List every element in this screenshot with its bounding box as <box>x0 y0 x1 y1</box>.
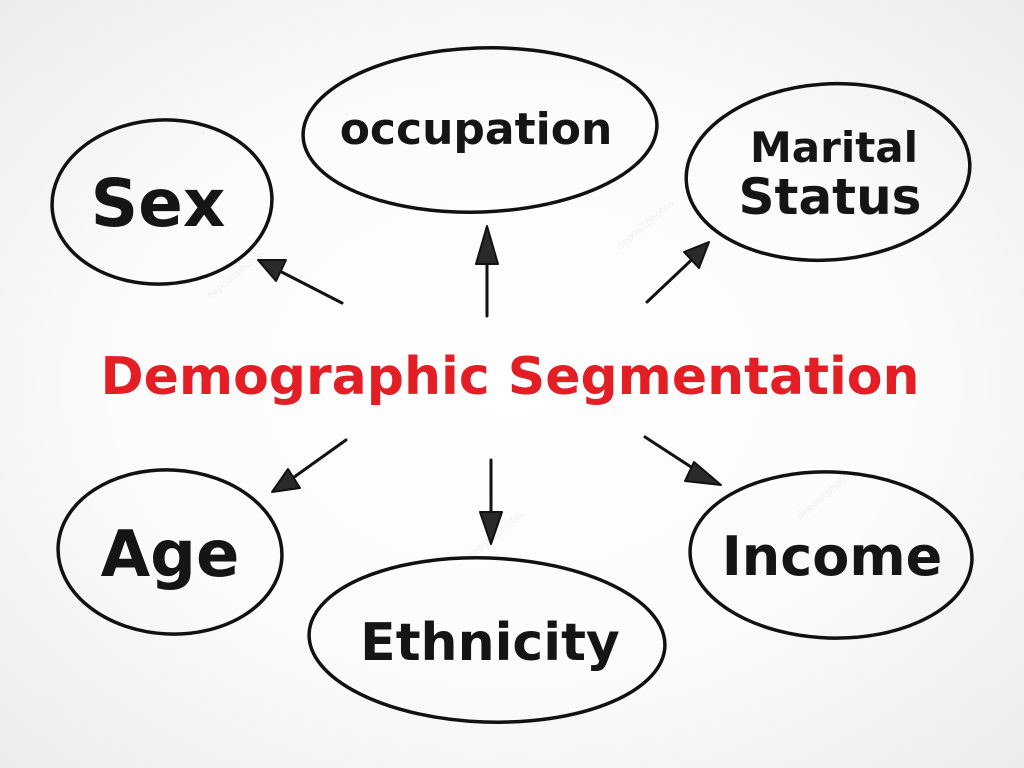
connector-to-age <box>271 438 348 493</box>
node-age: Age <box>56 468 284 636</box>
watermark-text: depositphotos <box>795 468 856 522</box>
connector-to-marital-status <box>645 241 710 304</box>
central-topic-title: Demographic Segmentation <box>100 347 919 407</box>
node-marital-status-ellipse <box>684 81 972 263</box>
node-sex-label: Sex <box>91 165 226 242</box>
arrowhead-icon <box>683 241 710 269</box>
node-sex-ellipse <box>50 118 274 286</box>
arrowhead-icon <box>475 225 499 265</box>
node-marital-status-label-line1: Marital <box>750 123 918 172</box>
connector-to-sex <box>257 259 344 305</box>
node-income-ellipse <box>688 470 974 640</box>
arrowhead-icon <box>257 259 287 282</box>
node-age-ellipse <box>56 468 284 636</box>
node-ethnicity-label: Ethnicity <box>360 613 620 673</box>
node-income-label: Income <box>722 525 943 588</box>
node-marital-status-label-line2: Status <box>739 168 922 226</box>
node-age-label: Age <box>101 518 240 592</box>
node-ethnicity: Ethnicity <box>307 556 667 724</box>
connector-to-income <box>643 435 722 486</box>
node-occupation-ellipse <box>301 46 659 214</box>
arrowhead-icon <box>479 511 503 545</box>
node-ethnicity-ellipse <box>307 556 667 724</box>
arrowhead-icon <box>684 461 722 486</box>
arrowhead-icon <box>271 468 301 493</box>
node-sex: Sex <box>50 118 274 286</box>
node-marital-status: Marital Status <box>684 81 972 263</box>
watermark-text: depositphotos <box>615 198 676 252</box>
node-occupation: occupation <box>301 46 659 214</box>
watermark-text: depositphotos <box>205 248 266 302</box>
node-income: Income <box>688 470 974 640</box>
node-occupation-label: occupation <box>340 104 613 155</box>
connector-to-ethnicity <box>479 458 503 545</box>
connector-to-occupation <box>475 225 499 318</box>
